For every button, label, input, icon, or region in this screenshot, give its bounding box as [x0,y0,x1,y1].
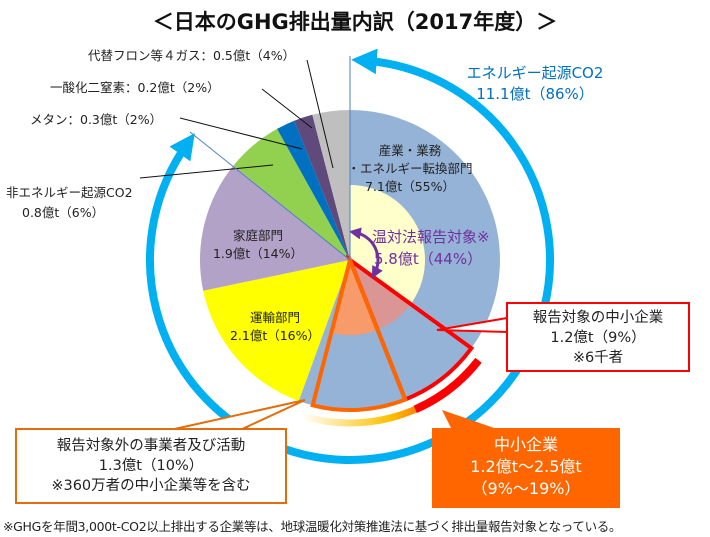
inner-segment-2 [331,260,378,335]
label-transport-value: 2.1億t（16%） [230,328,320,343]
label-n2o: 一酸化二窒素：0.2億t（2%） [50,80,220,95]
callout-pointer-orange [169,399,306,431]
label-energy-co2-value: 11.1億t（86%） [476,85,594,103]
callout-text: （9%～19%） [471,479,581,498]
callout-text: 中小企業 [493,435,558,454]
callout-text: 報告対象の中小企業 [532,310,664,326]
pie-slice-2 [200,165,350,291]
label-household: 家庭部門 [233,228,283,243]
callout-text: 報告対象外の事業者及び活動 [56,438,246,454]
unreported-outline [310,253,408,412]
callout-text: 1.3億t（10%） [98,458,204,474]
callout-text: 1.2億t～2.5億t [470,457,582,476]
energy-boundary-line [189,131,351,261]
pie-slice-1 [203,260,350,401]
report-target-arrow-icon [348,227,383,279]
label-industry: 産業・業務 [379,143,442,158]
label-fgas: 代替フロン等４ガス：0.5億t（4%） [88,48,295,63]
label-industry-value: 7.1億t（55%） [365,179,455,194]
pie-slice-3 [233,128,350,260]
label-nonenergy: 非エネルギー起源CO2 [6,185,133,200]
label-nonenergy-value: 0.8億t（6%） [22,205,104,220]
callout-pointer-sme [442,410,500,430]
pie-slice-4 [277,120,350,260]
label-report-target-value: 5.8億t（44%） [374,250,482,268]
label-report-target: 温対法報告対象※ [372,228,490,246]
label-industry-2: ・エネルギー転換部門 [347,161,472,176]
label-energy-co2: エネルギー起源CO2 [467,64,604,82]
callout-text: 1.2億t（9%） [550,330,646,346]
callout-text: ※6千者 [572,350,624,366]
label-household-value: 1.9億t（14%） [213,246,303,261]
label-methane: メタン：0.3億t（2%） [30,112,162,127]
callout-reported-sme: 報告対象の中小企業 1.2億t（9%） ※6千者 [506,302,690,372]
callout-unreported: 報告対象外の事業者及び活動 1.3億t（10%） ※360万者の中小企業等を含む [15,428,287,504]
leader-lines [139,59,334,179]
sme-reported-arc [413,357,482,414]
page-title: ＜日本のGHG排出量内訳（2017年度）＞ [152,10,558,34]
footnote: ※GHGを年間3,000t-CO2以上排出する企業等は、地球温暖化対策推進法に基… [3,519,622,534]
inner-segment-0 [350,185,426,305]
pie-slice-6 [312,110,350,260]
callout-sme: 中小企業 1.2億t～2.5億t （9%～19%） [432,428,620,508]
pie-slice-5 [294,114,350,260]
label-transport: 運輸部門 [250,310,300,325]
callout-text: ※360万者の中小企業等を含む [51,478,251,494]
